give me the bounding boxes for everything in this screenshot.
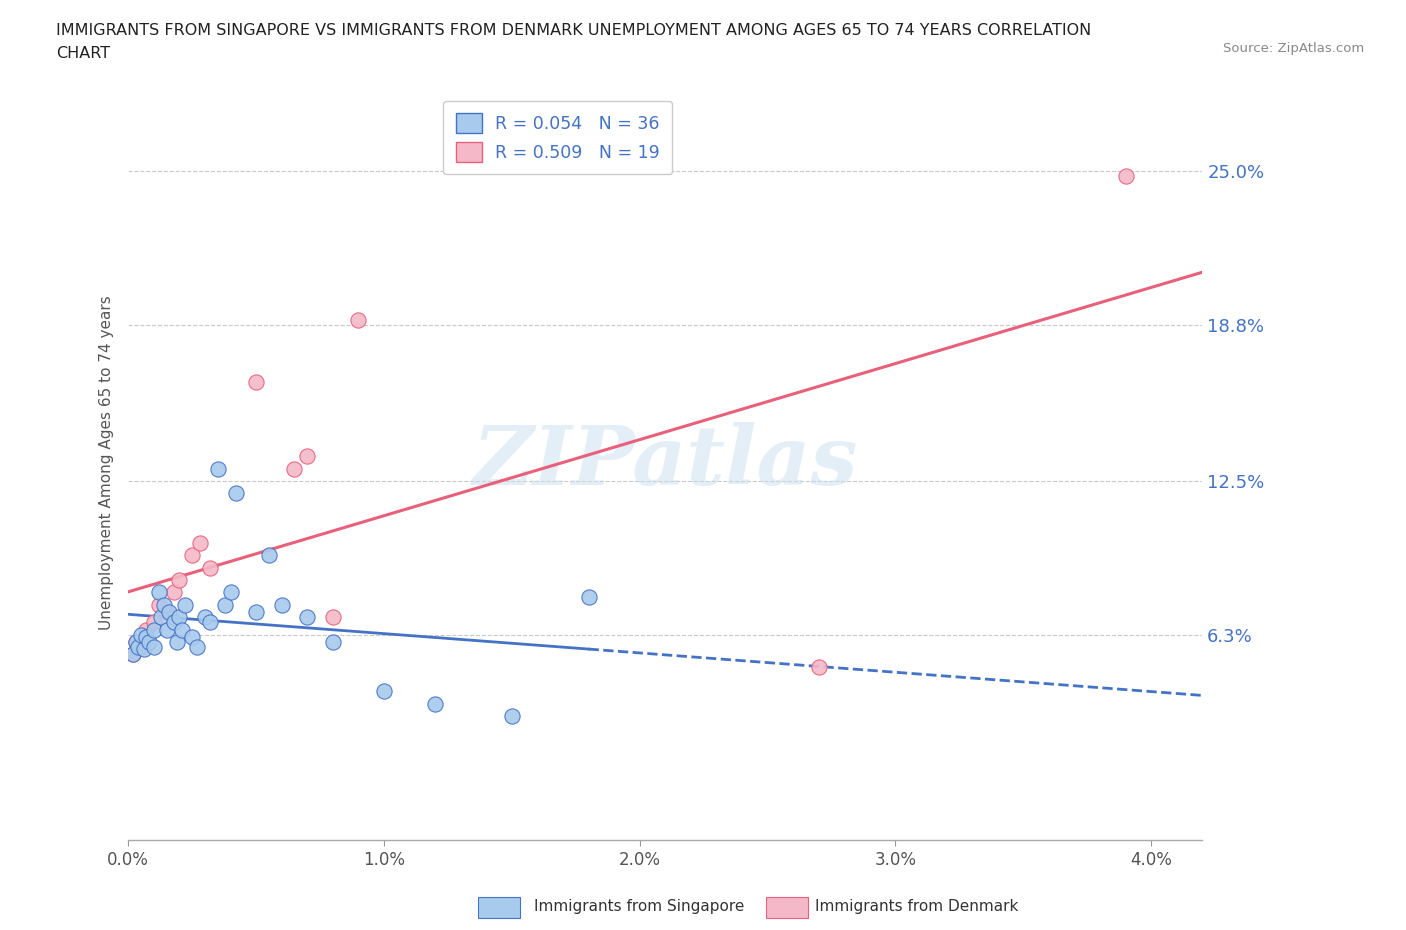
Point <box>373 684 395 699</box>
Point <box>163 585 186 600</box>
Point <box>142 640 165 655</box>
Point <box>135 622 157 637</box>
Point <box>322 610 344 625</box>
Point <box>127 640 149 655</box>
Point <box>153 597 176 612</box>
Point <box>347 312 370 327</box>
Point <box>283 461 305 476</box>
Point <box>322 634 344 649</box>
Y-axis label: Unemployment Among Ages 65 to 74 years: Unemployment Among Ages 65 to 74 years <box>100 295 114 630</box>
Point <box>163 615 186 630</box>
Point <box>132 642 155 657</box>
Point <box>297 610 319 625</box>
Point <box>194 610 217 625</box>
Point <box>245 375 267 390</box>
Point <box>135 630 157 644</box>
Point <box>578 590 600 604</box>
Point <box>257 548 280 563</box>
Text: Immigrants from Denmark: Immigrants from Denmark <box>815 899 1019 914</box>
Point <box>129 640 152 655</box>
Point <box>166 634 188 649</box>
Point <box>138 634 160 649</box>
Point <box>270 597 292 612</box>
Point <box>150 610 173 625</box>
Point <box>423 697 446 711</box>
Point <box>142 615 165 630</box>
Text: Immigrants from Singapore: Immigrants from Singapore <box>534 899 745 914</box>
Text: Source: ZipAtlas.com: Source: ZipAtlas.com <box>1223 42 1364 55</box>
Point <box>125 634 148 649</box>
Point <box>198 615 221 630</box>
Text: IMMIGRANTS FROM SINGAPORE VS IMMIGRANTS FROM DENMARK UNEMPLOYMENT AMONG AGES 65 : IMMIGRANTS FROM SINGAPORE VS IMMIGRANTS … <box>56 23 1091 38</box>
Point <box>169 610 191 625</box>
Point <box>225 486 247 501</box>
Point <box>207 461 229 476</box>
Point <box>245 604 267 619</box>
Point <box>214 597 236 612</box>
Point <box>173 597 195 612</box>
Text: CHART: CHART <box>56 46 110 61</box>
Text: ZIPatlas: ZIPatlas <box>472 422 858 502</box>
Point <box>155 604 177 619</box>
Point <box>148 585 170 600</box>
Point <box>155 622 177 637</box>
Point <box>169 573 191 588</box>
Point <box>807 659 830 674</box>
Point <box>148 597 170 612</box>
Legend: R = 0.054   N = 36, R = 0.509   N = 19: R = 0.054 N = 36, R = 0.509 N = 19 <box>443 101 672 174</box>
Point <box>1115 169 1137 184</box>
Point <box>122 647 145 662</box>
Point <box>188 536 211 551</box>
Point <box>198 560 221 575</box>
Point <box>142 622 165 637</box>
Point <box>297 449 319 464</box>
Point <box>122 647 145 662</box>
Point <box>181 548 204 563</box>
Point <box>186 640 208 655</box>
Point <box>181 630 204 644</box>
Point <box>129 627 152 642</box>
Point <box>219 585 242 600</box>
Point <box>125 634 148 649</box>
Point <box>170 622 193 637</box>
Point <box>501 709 523 724</box>
Point <box>157 604 180 619</box>
